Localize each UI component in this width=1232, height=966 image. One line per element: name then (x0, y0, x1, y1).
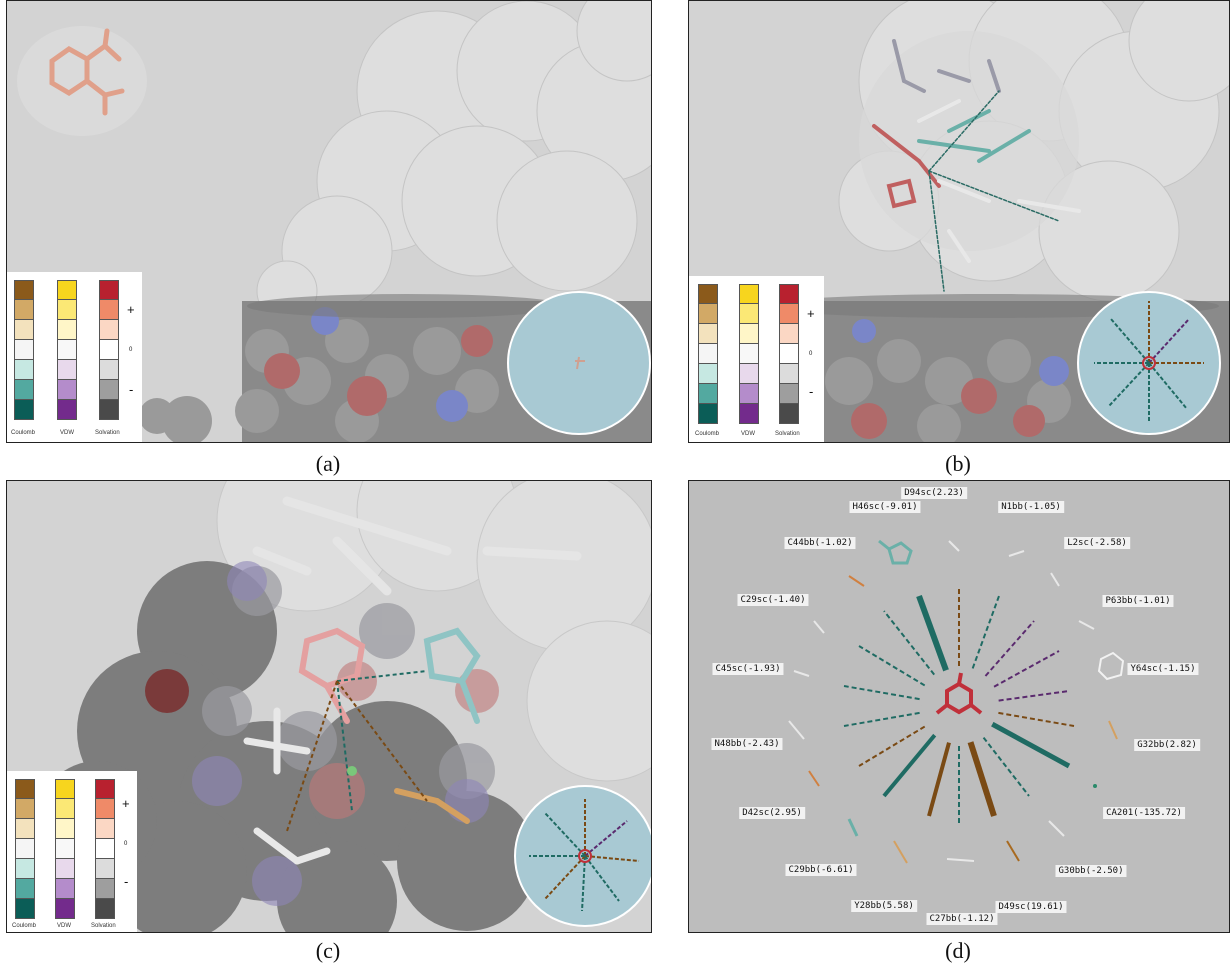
residue-label-d94sc: D94sc(2.23) (901, 487, 967, 499)
legend-vdw-scale (739, 284, 759, 424)
legend-label-coulomb: Coulomb (11, 430, 36, 436)
legend: Coulomb VDW Solvation + 0 - (7, 272, 142, 442)
legend-vdw-scale (55, 779, 75, 919)
legend-solvation-scale (779, 284, 799, 424)
caption-d: (d) (945, 938, 971, 963)
residue-label-h46sc: H46sc(-9.01) (849, 501, 921, 513)
residue-label-c29bb: C29bb(-6.61) (785, 864, 857, 876)
residue-label-y28bb: Y28bb(5.58) (851, 900, 917, 912)
legend-plus: + (127, 302, 135, 317)
legend-label-coulomb: Coulomb (12, 923, 37, 929)
legend-label-vdw: VDW (60, 430, 74, 436)
caption-a: (a) (315, 451, 341, 476)
legend-solvation-scale (95, 779, 115, 919)
panel-d: D94sc(2.23) N1bb(-1.05) L2sc(-2.58) P63b… (688, 480, 1230, 933)
panel-b: Coulomb VDW Solvation + 0 - (688, 0, 1230, 443)
legend: Coulomb VDW Solvation + 0 - (7, 771, 137, 932)
legend-coulomb-scale (15, 779, 35, 919)
residue-label-n48bb: N48bb(-2.43) (711, 738, 783, 750)
legend-zero: 0 (124, 841, 128, 847)
residue-label-y64sc: Y64sc(-1.15) (1127, 663, 1199, 675)
residue-label-g32bb: G32bb(2.82) (1134, 739, 1200, 751)
legend-label-vdw: VDW (57, 923, 71, 929)
legend-label-solvation: Solvation (775, 431, 800, 437)
legend-coulomb-scale (14, 280, 34, 420)
legend-label-solvation: Solvation (95, 430, 120, 436)
residue-label-n1bb: N1bb(-1.05) (998, 501, 1064, 513)
residue-label-c44bb: C44bb(-1.02) (784, 537, 856, 549)
ligand-molecule (935, 672, 983, 715)
legend-coulomb-scale (698, 284, 718, 424)
caption-c: (c) (315, 938, 341, 963)
residue-label-d49sc: D49sc(19.61) (995, 901, 1067, 913)
docked-fragments (872, 39, 1081, 292)
legend-solvation-scale (99, 280, 119, 420)
legend-vdw-scale (57, 280, 77, 420)
residue-label-c27bb: C27bb(-1.12) (926, 913, 998, 925)
caption-b: (b) (945, 451, 971, 476)
legend-minus: - (129, 382, 134, 397)
panel-d-glyph-diagram (788, 539, 1125, 864)
panel-a-scene (17, 1, 651, 442)
legend-label-solvation: Solvation (91, 923, 116, 929)
panel-b-scene (759, 1, 1229, 442)
legend-minus: - (809, 384, 814, 399)
legend-plus: + (122, 796, 130, 811)
legend-zero: 0 (809, 351, 813, 357)
legend-label-vdw: VDW (741, 431, 755, 437)
residue-label-d42sc: D42sc(2.95) (739, 807, 805, 819)
residue-label-g30bb: G30bb(-2.50) (1055, 865, 1127, 877)
legend-minus: - (124, 874, 129, 889)
residue-label-c45sc: C45sc(-1.93) (712, 663, 784, 675)
legend-plus: + (807, 306, 815, 321)
docked-fragments (243, 496, 582, 865)
ligand-molecule (49, 28, 125, 116)
residue-label-c29sc: C29sc(-1.40) (737, 594, 809, 606)
panel-c: Coulomb VDW Solvation + 0 - (6, 480, 652, 933)
residue-label-ca201: CA201(-135.72) (1103, 807, 1185, 819)
legend-zero: 0 (129, 347, 133, 353)
panel-c-scene (37, 481, 651, 932)
residue-label-l2sc: L2sc(-2.58) (1064, 537, 1130, 549)
panel-a: Coulomb VDW Solvation + 0 - (6, 0, 652, 443)
residue-label-p63bb: P63bb(-1.01) (1102, 595, 1174, 607)
legend: Coulomb VDW Solvation + 0 - (689, 276, 824, 442)
legend-label-coulomb: Coulomb (695, 431, 720, 437)
